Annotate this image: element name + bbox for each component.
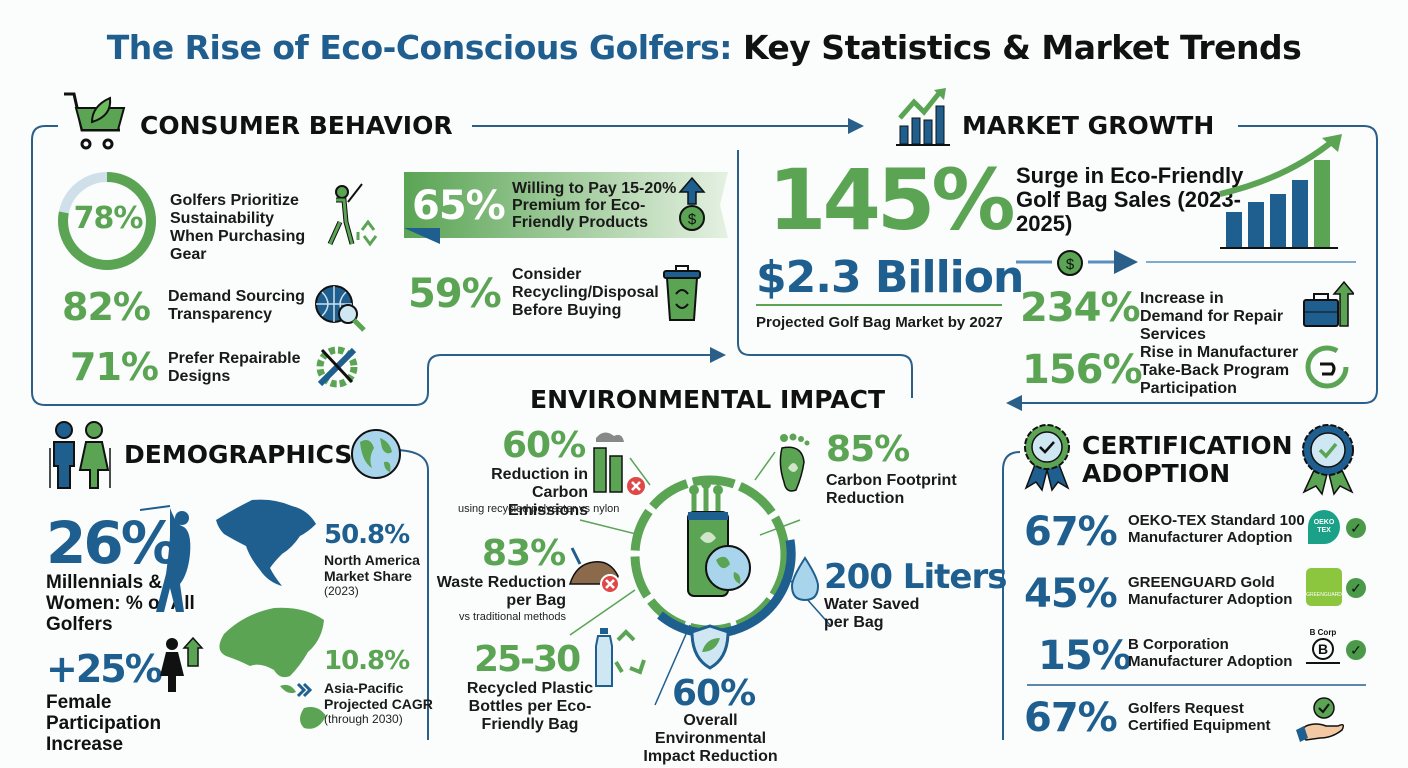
svg-text:$: $ xyxy=(1066,256,1075,273)
stat-value: 83% xyxy=(482,533,566,574)
greenguard-badge: GREENGUARD xyxy=(1306,568,1342,606)
stat-label: Golfers Prioritize Sustainability When P… xyxy=(170,192,306,263)
stat-value: 200 Liters xyxy=(824,557,1007,597)
globe-icon xyxy=(350,428,402,480)
bar-chart-trend-icon xyxy=(896,86,954,148)
stat-label: Increase in Demand for Repair Services xyxy=(1140,290,1284,343)
headline-label: Surge in Eco-Friendly Golf Bag Sales (20… xyxy=(1016,163,1244,236)
stat-label: B Corporation Manufacturer Adoption xyxy=(1128,636,1293,670)
stat-value: 10.8% xyxy=(324,646,410,676)
factory-x-icon xyxy=(590,428,650,498)
bottle-recycle-icon xyxy=(592,626,648,688)
premium-banner xyxy=(404,172,728,244)
environmental-impact-heading: ENVIRONMENTAL IMPACT xyxy=(530,385,886,414)
stat-label: Consider Recycling/Disposal Before Buyin… xyxy=(512,266,659,319)
award-ribbon-icon-2 xyxy=(1298,422,1358,496)
stat-label: Golfers Request Certified Equipment xyxy=(1128,700,1271,734)
progress-ring-78 xyxy=(56,170,158,272)
headline-value: 145% xyxy=(768,151,1016,249)
stat-value: +25% xyxy=(46,647,163,691)
stat-note: using recycled polyester vs nylon xyxy=(458,503,620,515)
hand-check-icon xyxy=(1296,696,1348,742)
stat-label: OEKO-TEX Standard 100 Manufacturer Adopt… xyxy=(1128,512,1305,546)
stat-label: Waste Reduction per Bag xyxy=(436,574,566,609)
stat-value: 82% xyxy=(62,285,151,329)
golfer-couple-icon xyxy=(44,418,114,490)
demographics-heading: DEMOGRAPHICS xyxy=(124,440,353,469)
stat-value: 50.8% xyxy=(324,520,410,550)
footprint-leaf-icon xyxy=(776,432,820,496)
market-growth-heading: MARKET GROWTH xyxy=(962,111,1215,140)
growth-chart-icon xyxy=(1218,134,1364,252)
stat-value: 59% xyxy=(408,271,502,317)
stat-value: 67% xyxy=(1024,695,1118,741)
north-america-map-icon xyxy=(212,496,320,588)
market-size-label: Projected Golf Bag Market by 2027 xyxy=(756,314,1003,331)
stat-label: Demand Sourcing Transparency xyxy=(168,288,305,323)
golf-bag-globe-icon xyxy=(672,480,760,600)
golfer-swing-icon xyxy=(140,504,200,614)
consumer-behavior-heading: CONSUMER BEHAVIOR xyxy=(140,111,453,140)
stat-label: Water Saved per Bag xyxy=(824,596,920,631)
return-cycle-icon xyxy=(1304,344,1350,390)
stat-label: Overall Environmental Impact Reduction xyxy=(643,712,778,765)
stat-label: Willing to Pay 15-20% Premium for Eco-Fr… xyxy=(512,180,677,231)
stat-value: 78% xyxy=(73,201,144,236)
waste-pile-x-icon xyxy=(566,540,626,596)
stat-value: 26% xyxy=(46,509,179,577)
check-icon: ✓ xyxy=(1346,518,1366,538)
svg-text:$: $ xyxy=(688,211,697,228)
check-icon: ✓ xyxy=(1346,640,1366,660)
certification-heading: CERTIFICATION ADOPTION xyxy=(1082,431,1293,488)
market-size-value: $2.3 Billion xyxy=(756,252,1024,303)
stat-value: 71% xyxy=(70,345,159,389)
stat-label: Female Participation Increase xyxy=(46,692,162,755)
golfer-recycle-icon xyxy=(318,180,382,250)
b-corp-badge: B Corp B xyxy=(1306,628,1340,664)
stat-note: (2023) xyxy=(324,584,359,598)
stat-label: Recycled Plastic Bottles per Eco-Friendl… xyxy=(466,680,594,733)
shield-leaf-icon xyxy=(690,624,730,670)
stat-value: 25-30 xyxy=(474,639,581,680)
globe-magnifier-icon xyxy=(312,282,368,334)
money-up-icon: $ xyxy=(676,176,708,232)
page-title: The Rise of Eco-Conscious Golfers: Key S… xyxy=(106,28,1302,67)
female-up-icon xyxy=(160,636,206,694)
stat-note: (through 2030) xyxy=(324,712,403,726)
stat-note: vs traditional methods xyxy=(459,611,566,623)
stat-label: North America Market Share xyxy=(324,552,420,584)
b-corp-logo: B xyxy=(1312,638,1334,660)
stat-value: 60% xyxy=(672,673,756,714)
award-ribbon-icon xyxy=(1022,422,1072,492)
check-icon: ✓ xyxy=(1346,578,1366,598)
stat-label: Carbon Footprint Reduction xyxy=(826,472,957,507)
recycle-bin-icon xyxy=(662,264,702,322)
stat-value: 60% xyxy=(502,425,586,466)
stat-label: Rise in Manufacturer Take-Back Program P… xyxy=(1140,344,1299,397)
oeko-tex-badge: OEKO TEX xyxy=(1308,510,1340,544)
gear-wrench-icon xyxy=(312,342,362,392)
stat-value: 15% xyxy=(1038,633,1132,679)
stat-value: 234% xyxy=(1020,285,1141,331)
stat-value: 156% xyxy=(1022,347,1143,393)
toolbox-up-icon xyxy=(1302,280,1354,328)
dollar-coin-icon: $ xyxy=(1056,249,1084,277)
stat-label: Reduction in Carbon Emissions xyxy=(491,466,588,519)
stat-value: 45% xyxy=(1024,571,1118,617)
stat-value: 65% xyxy=(412,183,506,229)
stat-value: 85% xyxy=(826,429,910,470)
shopping-cart-leaf-icon xyxy=(62,90,130,152)
stat-label: Prefer Repairable Designs xyxy=(168,350,301,385)
stat-value: 67% xyxy=(1024,509,1118,555)
water-drop-icon xyxy=(790,556,820,602)
asia-pacific-map-icon xyxy=(204,600,334,740)
stat-label: Asia-Pacific Projected CAGR xyxy=(324,680,433,712)
stat-label: GREENGUARD Gold Manufacturer Adoption xyxy=(1128,574,1293,608)
